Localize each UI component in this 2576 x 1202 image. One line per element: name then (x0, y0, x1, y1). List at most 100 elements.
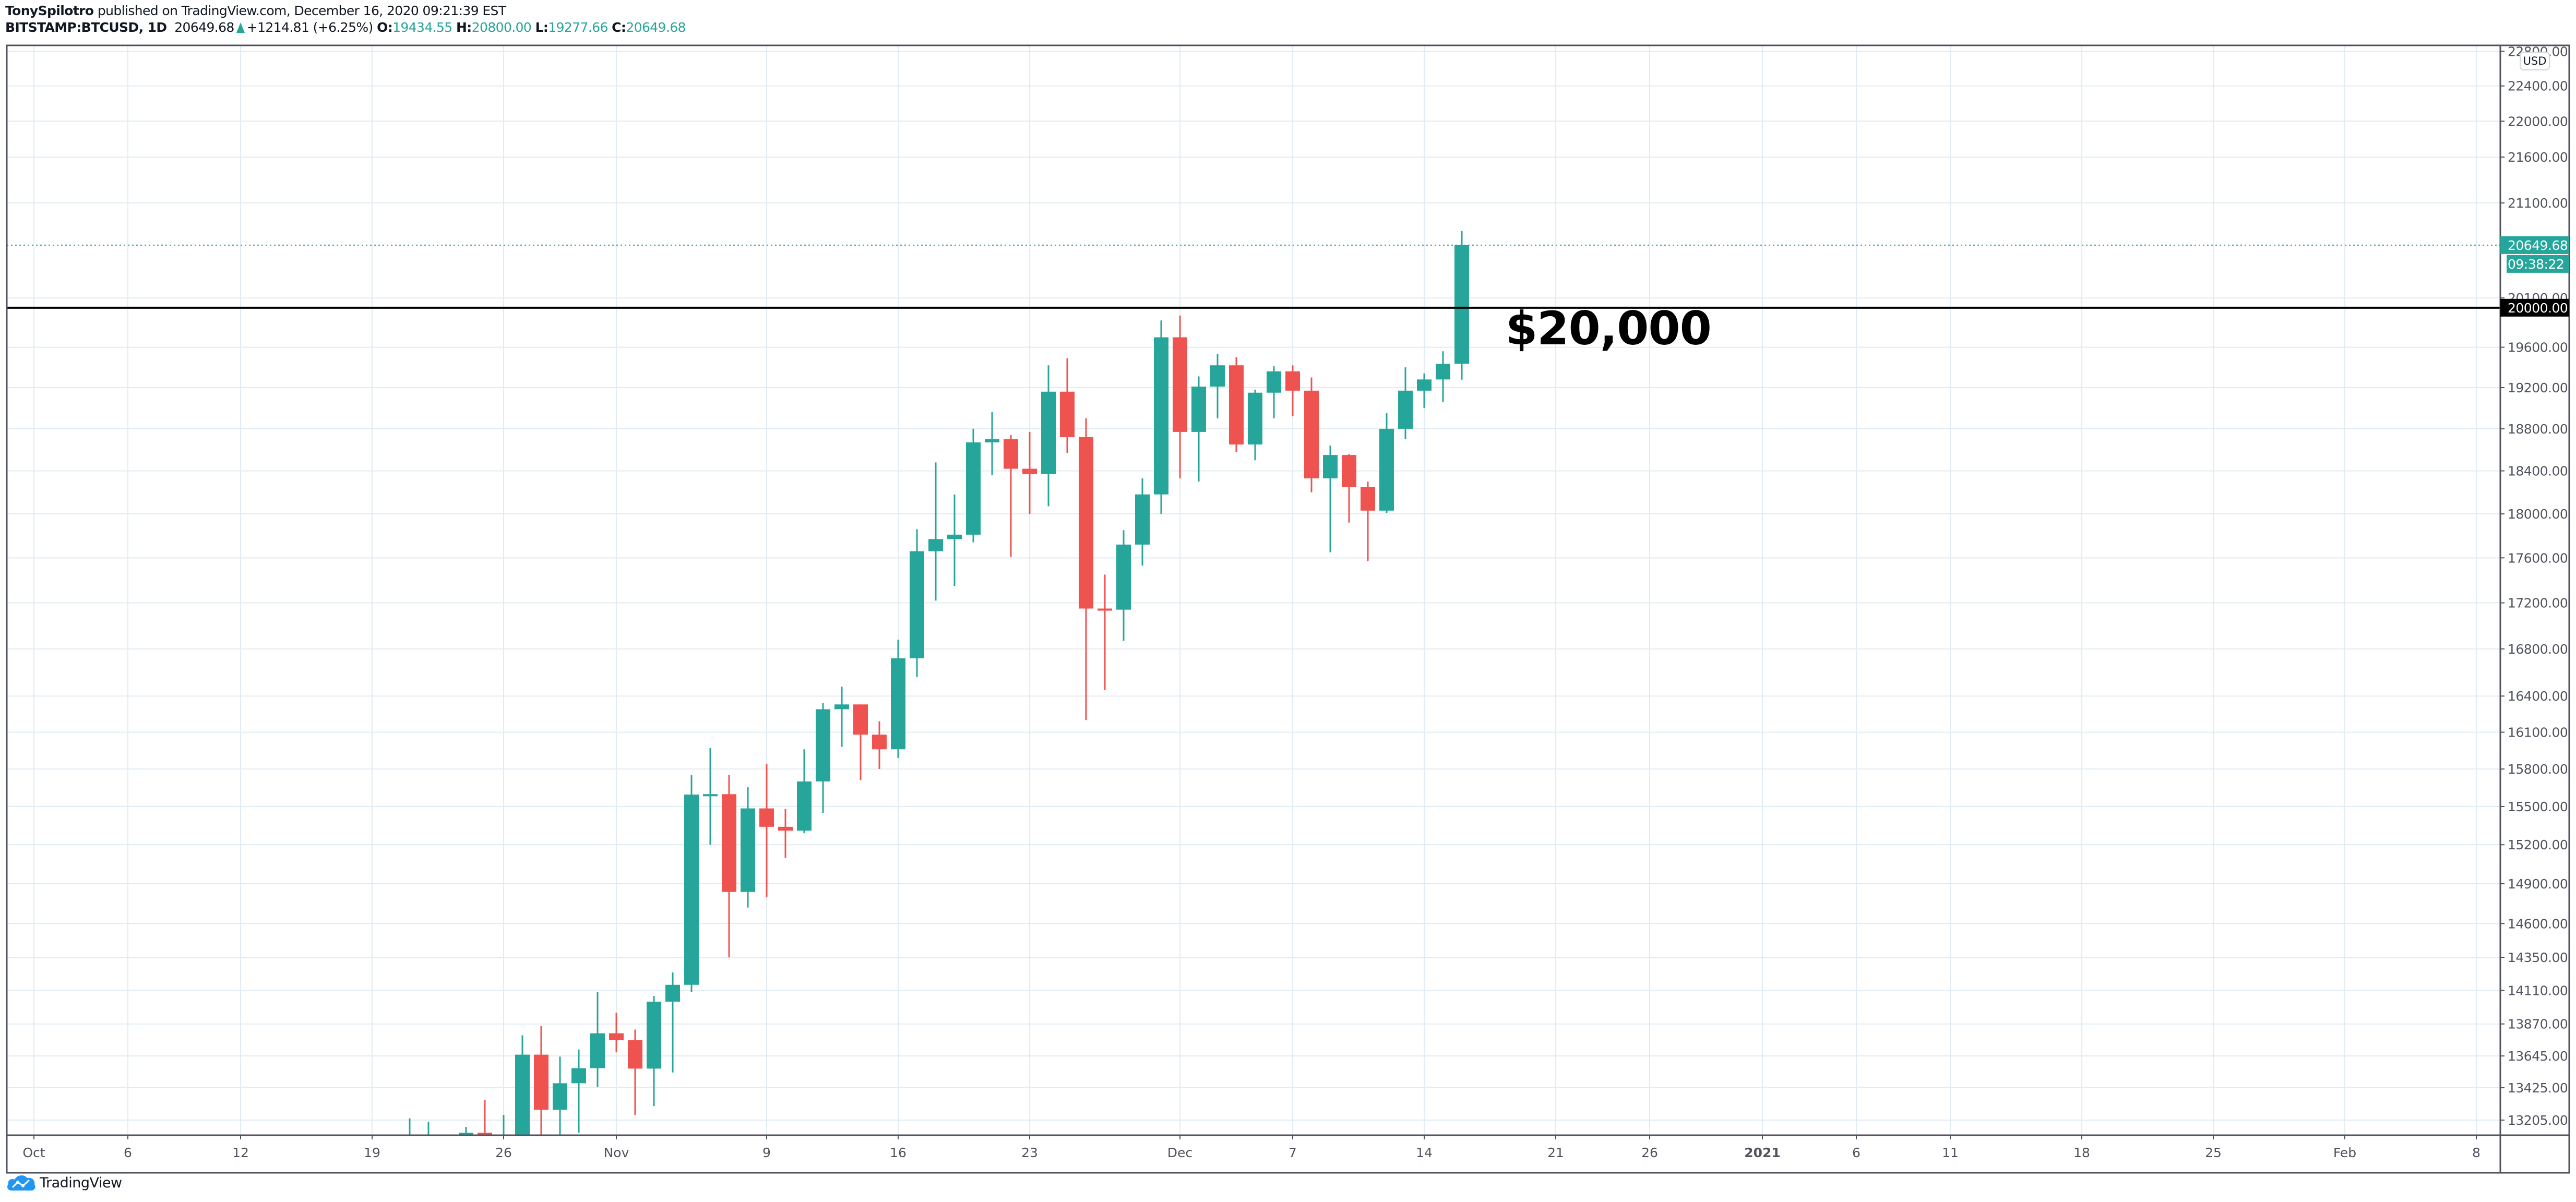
x-tick-label: 16 (890, 1145, 907, 1160)
candle-body (647, 1001, 661, 1069)
candle[interactable] (1285, 365, 1300, 417)
candle[interactable] (647, 996, 661, 1107)
candle-body (1229, 365, 1244, 444)
candle[interactable] (421, 1122, 436, 1196)
y-tick-label: 14350.00 (2508, 950, 2568, 965)
candle[interactable] (1210, 354, 1225, 419)
candle[interactable] (1191, 376, 1206, 482)
candle[interactable] (665, 972, 680, 1073)
open-label: O: (377, 20, 393, 35)
candle[interactable] (1098, 574, 1112, 690)
close-label: C: (612, 20, 626, 35)
candle[interactable] (797, 749, 812, 834)
y-tick-label: 19200.00 (2508, 380, 2568, 395)
candle-body (985, 439, 999, 442)
candle[interactable] (1079, 418, 1093, 720)
candle[interactable] (1022, 431, 1037, 514)
x-tick-label: 2021 (1744, 1145, 1781, 1160)
candle[interactable] (515, 1035, 530, 1143)
x-tick-label: 11 (1942, 1145, 1959, 1160)
candle[interactable] (553, 1056, 567, 1151)
candle[interactable] (534, 1026, 548, 1166)
candle[interactable] (1267, 366, 1281, 419)
candle[interactable] (628, 1029, 642, 1115)
candle[interactable] (684, 775, 699, 992)
last-price: 20649.68 (174, 20, 234, 35)
candle[interactable] (910, 529, 924, 677)
candle[interactable] (1135, 478, 1150, 566)
candle-body (1323, 455, 1338, 478)
x-tick-label: 8 (2472, 1145, 2480, 1160)
candle[interactable] (928, 462, 943, 601)
candle[interactable] (853, 704, 868, 780)
candle[interactable] (741, 787, 755, 908)
candle[interactable] (590, 992, 605, 1087)
candle[interactable] (1248, 389, 1262, 461)
time-axis[interactable]: Oct 6 12 19 26 Nov 9 16 23 Dec 7 14 21 26 2021 6 11 18 25 F… (22, 1135, 2480, 1160)
candle-body (478, 1133, 492, 1135)
y-tick-label: 21600.00 (2508, 150, 2568, 165)
candle-body (1361, 487, 1375, 511)
candle[interactable] (834, 686, 849, 747)
candle[interactable] (1060, 358, 1075, 453)
price-axis[interactable]: 22800.0022400.0022000.0021600.0021100.00… (2500, 44, 2568, 1128)
x-tick-label: 7 (1289, 1145, 1297, 1160)
candle-body (1379, 428, 1394, 511)
candle-body (553, 1083, 567, 1110)
candle[interactable] (402, 1118, 417, 1202)
candle[interactable] (1154, 320, 1168, 514)
candle[interactable] (1229, 357, 1244, 452)
candle[interactable] (459, 1127, 473, 1168)
candle[interactable] (1417, 373, 1432, 408)
y-tick-label: 14110.00 (2508, 983, 2568, 998)
candle[interactable] (985, 412, 999, 475)
candle[interactable] (1304, 377, 1319, 492)
candle[interactable] (1004, 435, 1018, 557)
low-label: L: (535, 20, 548, 35)
candle[interactable] (571, 1049, 586, 1133)
candle[interactable] (947, 494, 962, 586)
candle[interactable] (1361, 482, 1375, 561)
candle[interactable] (778, 809, 793, 858)
y-tick-label: 14600.00 (2508, 916, 2568, 931)
candle-body (1022, 468, 1037, 474)
candle[interactable] (609, 1013, 624, 1053)
y-tick-label: 17600.00 (2508, 550, 2568, 566)
y-tick-label: 14900.00 (2508, 876, 2568, 892)
candle[interactable] (966, 428, 981, 543)
candle[interactable] (440, 1147, 455, 1192)
y-tick-label: 15500.00 (2508, 799, 2568, 814)
candle[interactable] (1398, 367, 1413, 439)
price-tags: 20649.68 09:38:22 20000.00 (2500, 236, 2569, 317)
candle[interactable] (759, 764, 774, 897)
candle[interactable] (816, 703, 830, 813)
y-tick-label: 21100.00 (2508, 196, 2568, 211)
candle[interactable] (1116, 530, 1131, 641)
candle[interactable] (478, 1100, 492, 1168)
candle[interactable] (1173, 315, 1187, 478)
candle[interactable] (703, 748, 718, 845)
candle-body (1398, 390, 1413, 429)
candle[interactable] (872, 721, 887, 770)
author-name[interactable]: TonySpilotro (5, 3, 94, 18)
candle[interactable] (1041, 365, 1056, 507)
candle[interactable] (1454, 231, 1469, 380)
countdown-tag-text: 09:38:22 (2508, 257, 2564, 272)
candle[interactable] (1342, 454, 1356, 523)
price-lines (7, 244, 2500, 309)
y-tick-label: 19600.00 (2508, 340, 2568, 355)
candle[interactable] (1379, 413, 1394, 513)
candle[interactable] (1323, 445, 1338, 552)
x-tick-label: 18 (2073, 1145, 2090, 1160)
candle-body (1004, 439, 1018, 469)
currency-badge[interactable]: USD (2520, 52, 2550, 70)
candle[interactable] (496, 1115, 511, 1184)
candle[interactable] (891, 640, 905, 758)
candle[interactable] (1436, 351, 1450, 402)
candle-body (665, 984, 680, 1002)
tradingview-logo[interactable]: TradingView (6, 1174, 122, 1192)
candle-body (1210, 365, 1225, 387)
candle[interactable] (722, 775, 736, 958)
level-price-tag-text: 20000.00 (2508, 300, 2568, 316)
